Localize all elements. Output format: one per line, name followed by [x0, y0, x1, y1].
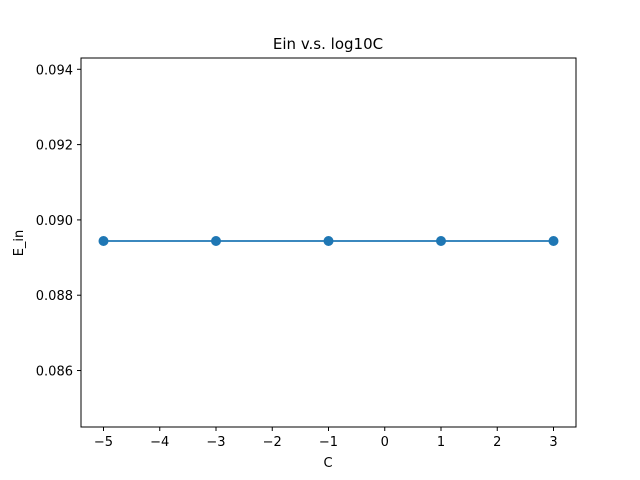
x-tick-label: 0 [381, 435, 389, 450]
y-tick-label: 0.086 [36, 365, 73, 380]
y-axis-ticks: 0.086 0.088 0.090 0.092 0.094 [36, 63, 81, 380]
y-tick-label: 0.092 [36, 139, 73, 154]
data-point [323, 235, 334, 246]
x-axis-label: C [323, 456, 332, 471]
y-tick-label: 0.088 [36, 289, 73, 304]
x-axis-ticks: −5 −4 −3 −2 −1 0 1 2 3 [94, 427, 558, 450]
x-tick-label: 1 [437, 435, 445, 450]
x-tick-label: −2 [263, 435, 282, 450]
data-point [548, 235, 559, 246]
data-point [98, 235, 109, 246]
series-layer [98, 235, 559, 246]
y-tick-label: 0.090 [36, 214, 73, 229]
x-tick-label: −4 [150, 435, 169, 450]
x-tick-label: 3 [549, 435, 557, 450]
data-point [211, 235, 221, 246]
x-tick-label: −3 [206, 435, 225, 450]
x-tick-label: 2 [493, 435, 501, 450]
y-tick-label: 0.094 [36, 63, 73, 78]
x-tick-label: −5 [94, 435, 113, 450]
data-point [436, 235, 446, 246]
x-tick-label: −1 [319, 435, 338, 450]
y-axis-label: E_in [12, 230, 27, 257]
chart-title: Ein v.s. log10C [273, 35, 383, 53]
